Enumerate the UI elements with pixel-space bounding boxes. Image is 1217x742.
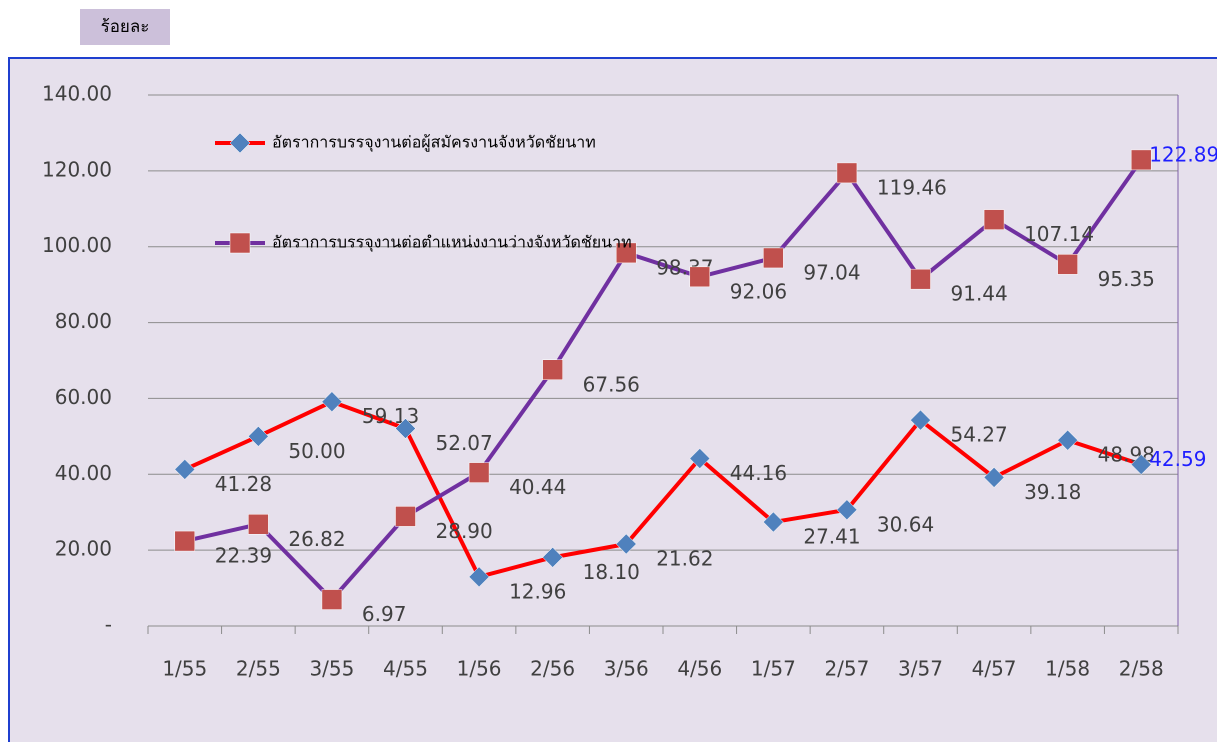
- data-label: 26.82: [288, 527, 345, 551]
- marker: [174, 459, 196, 480]
- marker: [689, 448, 711, 469]
- y-tick-label: 60.00: [55, 385, 112, 409]
- data-label: 91.44: [951, 282, 1008, 306]
- data-label: 28.90: [436, 519, 493, 543]
- y-tick-label: -: [105, 613, 112, 637]
- x-tick-label: 4/55: [383, 657, 428, 681]
- data-label: 18.10: [583, 560, 640, 584]
- marker: [248, 426, 269, 447]
- marker: [615, 533, 637, 555]
- data-label: 97.04: [803, 260, 860, 284]
- marker: [1057, 254, 1078, 275]
- data-label: 42.59: [1149, 447, 1206, 471]
- x-tick-label: 2/57: [824, 657, 869, 681]
- x-tick-label: 4/57: [972, 657, 1017, 681]
- marker: [763, 247, 784, 269]
- x-tick-label: 3/55: [309, 657, 354, 681]
- marker: [542, 546, 563, 568]
- marker: [395, 506, 416, 527]
- x-tick-label: 3/56: [604, 657, 649, 681]
- marker: [229, 232, 251, 254]
- data-label: 95.35: [1098, 267, 1155, 291]
- marker: [468, 566, 490, 588]
- legend-label: อัตราการบรรจุงานต่อตำแหน่งงานว่างจังหวัด…: [272, 233, 632, 253]
- x-tick-label: 2/58: [1119, 657, 1164, 681]
- x-tick-label: 1/55: [162, 657, 207, 681]
- data-label: 12.96: [509, 579, 566, 603]
- marker: [763, 511, 784, 533]
- x-tick-label: 4/56: [677, 657, 722, 681]
- data-label: 52.07: [436, 431, 493, 455]
- data-label: 119.46: [877, 175, 947, 199]
- marker: [229, 132, 251, 154]
- data-label: 39.18: [1024, 480, 1081, 504]
- marker: [248, 514, 269, 535]
- data-label: 6.97: [362, 602, 407, 626]
- y-tick-label: 140.00: [42, 82, 112, 106]
- data-label: 122.89: [1149, 142, 1217, 166]
- data-label: 21.62: [656, 546, 713, 570]
- marker: [836, 162, 858, 184]
- marker: [1057, 429, 1078, 451]
- x-tick-label: 1/57: [751, 657, 796, 681]
- marker: [542, 359, 563, 381]
- y-tick-label: 80.00: [55, 309, 112, 333]
- x-tick-label: 3/57: [898, 657, 943, 681]
- marker: [468, 462, 490, 483]
- marker: [983, 209, 1005, 230]
- y-tick-label: 40.00: [55, 461, 112, 485]
- data-label: 40.44: [509, 475, 566, 499]
- series-line: [183, 399, 1142, 579]
- marker: [321, 589, 343, 610]
- marker: [395, 418, 416, 439]
- marker: [910, 409, 931, 431]
- data-label: 41.28: [215, 472, 272, 496]
- data-label: 50.00: [288, 439, 345, 463]
- marker: [321, 391, 343, 413]
- y-tick-label: 20.00: [55, 537, 112, 561]
- data-label: 67.56: [583, 372, 640, 396]
- marker: [1130, 149, 1152, 171]
- marker: [689, 266, 711, 288]
- x-tick-label: 2/55: [236, 657, 281, 681]
- y-tick-label: 100.00: [42, 233, 112, 257]
- data-label: 22.39: [215, 544, 272, 568]
- marker: [983, 467, 1005, 488]
- x-tick-label: 2/56: [530, 657, 575, 681]
- marker: [1130, 454, 1152, 475]
- data-label: 27.41: [803, 525, 860, 549]
- y-tick-label: 120.00: [42, 157, 112, 181]
- marker: [615, 242, 637, 264]
- x-tick-label: 1/58: [1045, 657, 1090, 681]
- data-label: 92.06: [730, 279, 787, 303]
- data-label: 107.14: [1024, 222, 1094, 246]
- x-tick-label: 1/56: [457, 657, 502, 681]
- data-label: 54.27: [951, 423, 1008, 447]
- marker: [836, 499, 858, 521]
- data-label: 30.64: [877, 512, 934, 536]
- series-line: [184, 158, 1143, 602]
- marker: [910, 268, 931, 290]
- legend-label: อัตราการบรรจุงานต่อผู้สมัครงานจังหวัดชัย…: [272, 133, 596, 153]
- marker: [174, 530, 196, 552]
- data-label: 44.16: [730, 461, 787, 485]
- unit-label: ร้อยละ: [80, 9, 170, 45]
